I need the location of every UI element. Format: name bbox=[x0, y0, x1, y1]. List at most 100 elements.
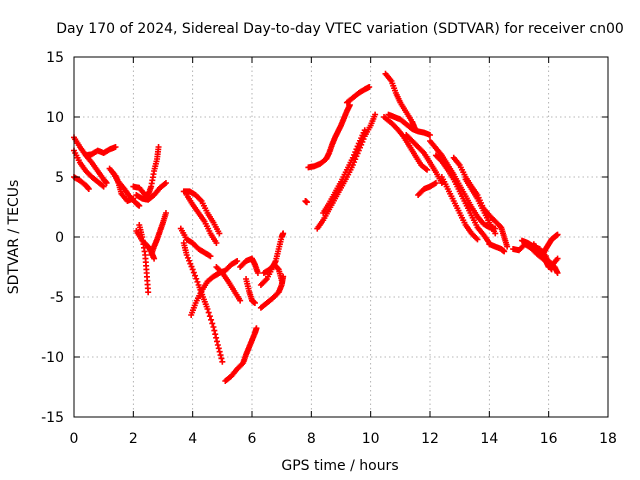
data-point bbox=[189, 266, 196, 273]
series-trace-23 bbox=[260, 261, 285, 284]
series-trace-35 bbox=[432, 152, 493, 246]
data-point bbox=[234, 258, 241, 264]
series-trace-18 bbox=[222, 325, 260, 384]
series-trace-11 bbox=[148, 210, 169, 258]
data-point bbox=[254, 270, 261, 276]
data-point bbox=[474, 236, 481, 243]
series-trace-30 bbox=[381, 114, 431, 173]
series-trace-31 bbox=[385, 111, 433, 138]
data-point bbox=[278, 277, 285, 284]
data-point bbox=[353, 146, 360, 153]
series-trace-39 bbox=[486, 241, 508, 255]
data-point bbox=[432, 180, 439, 186]
series-trace-26 bbox=[343, 84, 373, 106]
data-point bbox=[422, 165, 429, 172]
data-point bbox=[361, 127, 368, 134]
data-point bbox=[208, 316, 215, 323]
data-point bbox=[213, 338, 220, 345]
data-point bbox=[162, 210, 169, 216]
series-trace-3 bbox=[71, 174, 92, 192]
data-point bbox=[194, 278, 201, 285]
data-point bbox=[190, 269, 197, 276]
series-trace-7 bbox=[130, 144, 162, 198]
data-point bbox=[188, 263, 195, 270]
data-point bbox=[145, 289, 152, 296]
series-trace-33 bbox=[415, 180, 439, 198]
series-trace-19 bbox=[237, 255, 261, 276]
x-tick-label: 8 bbox=[307, 431, 316, 447]
data-point bbox=[501, 248, 508, 255]
series-trace-20 bbox=[243, 276, 258, 306]
data-point bbox=[212, 331, 219, 338]
data-point bbox=[186, 257, 193, 264]
data-point bbox=[100, 183, 107, 190]
data-point bbox=[136, 202, 143, 209]
x-tick-label: 14 bbox=[480, 431, 498, 447]
series-trace-4 bbox=[82, 144, 119, 159]
series-trace-42 bbox=[530, 241, 561, 270]
series-trace-36 bbox=[438, 174, 481, 243]
data-point bbox=[218, 355, 225, 362]
data-point bbox=[251, 300, 258, 306]
data-point bbox=[162, 180, 169, 186]
data-point bbox=[352, 149, 359, 156]
data-point bbox=[209, 320, 216, 327]
series-trace-28 bbox=[320, 127, 368, 216]
data-point bbox=[354, 143, 361, 150]
data-point bbox=[193, 275, 200, 282]
data-point bbox=[253, 325, 260, 332]
data-point bbox=[424, 166, 431, 173]
data-point bbox=[204, 306, 211, 312]
data-point bbox=[205, 309, 212, 316]
y-tick-label: 0 bbox=[55, 230, 64, 246]
series-trace-15 bbox=[180, 240, 226, 365]
x-tick-label: 18 bbox=[599, 431, 617, 447]
data-point bbox=[280, 230, 287, 237]
series-trace-25 bbox=[305, 102, 353, 171]
y-tick-label: -10 bbox=[41, 350, 64, 366]
data-point bbox=[216, 348, 223, 355]
data-point bbox=[217, 352, 224, 359]
data-point bbox=[155, 144, 162, 150]
data-point bbox=[303, 199, 310, 206]
data-point bbox=[237, 297, 244, 304]
series-trace-43 bbox=[539, 231, 561, 258]
data-points bbox=[71, 70, 561, 384]
data-point bbox=[103, 180, 110, 186]
data-point bbox=[554, 231, 561, 238]
data-point bbox=[184, 254, 191, 261]
x-tick-label: 10 bbox=[362, 431, 380, 447]
series-trace-12 bbox=[180, 188, 223, 237]
data-point bbox=[274, 265, 281, 272]
data-point bbox=[99, 182, 106, 189]
y-tick-label: 15 bbox=[46, 50, 64, 66]
data-point bbox=[219, 358, 226, 365]
data-point bbox=[183, 252, 190, 258]
data-point bbox=[214, 342, 221, 348]
series-trace-13 bbox=[183, 192, 220, 246]
data-point bbox=[207, 253, 214, 260]
data-point bbox=[554, 270, 561, 276]
data-point bbox=[210, 324, 217, 330]
data-point bbox=[492, 230, 499, 237]
x-tick-label: 16 bbox=[540, 431, 558, 447]
y-tick-label: 10 bbox=[46, 110, 64, 126]
series-trace-8 bbox=[133, 180, 169, 203]
series-trace-24 bbox=[302, 198, 310, 206]
data-point bbox=[211, 327, 218, 334]
data-point bbox=[206, 313, 213, 320]
data-point bbox=[112, 144, 119, 150]
x-tick-label: 0 bbox=[70, 431, 79, 447]
x-tick-label: 12 bbox=[421, 431, 439, 447]
x-tick-label: 2 bbox=[129, 431, 138, 447]
series-trace-17 bbox=[213, 264, 244, 304]
y-tick-label: 5 bbox=[55, 170, 64, 186]
y-tick-label: -15 bbox=[41, 410, 64, 426]
x-tick-label: 4 bbox=[188, 431, 197, 447]
data-point bbox=[554, 255, 561, 262]
x-axis: 0 2 4 6 8 10 12 14 16 18 bbox=[70, 57, 617, 447]
data-point bbox=[187, 260, 194, 267]
series-trace-14 bbox=[177, 225, 214, 260]
